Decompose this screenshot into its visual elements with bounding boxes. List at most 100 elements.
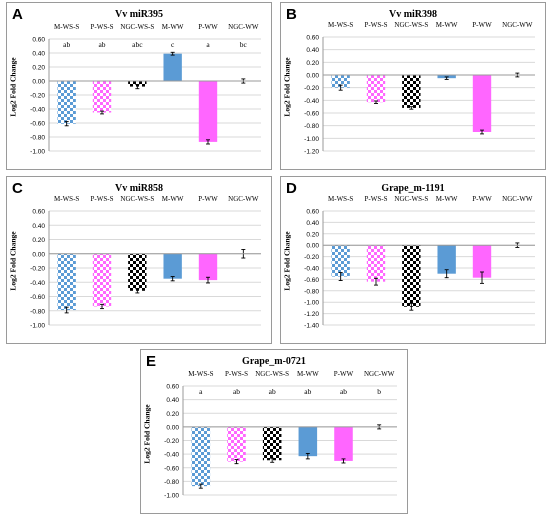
y-tick-label: 0.20 xyxy=(32,65,45,72)
y-tick-label: 0.60 xyxy=(306,209,319,216)
significance-letter: ab xyxy=(98,40,105,49)
bar-p-ws-s xyxy=(92,81,112,113)
y-tick-label: 0.40 xyxy=(32,223,45,230)
y-tick-label: -0.20 xyxy=(30,93,45,100)
bar-m-ww xyxy=(437,245,456,274)
category-label: P-WW xyxy=(472,195,492,203)
category-label: P-WW xyxy=(472,21,492,29)
category-label: NGC-WW xyxy=(228,195,259,203)
y-tick-label: -0.80 xyxy=(304,288,319,295)
y-tick-label: -0.60 xyxy=(304,111,319,118)
category-label: NGC-WS-S xyxy=(120,23,154,31)
panel-letter: D xyxy=(286,180,297,197)
bar-p-ws-s xyxy=(366,75,386,103)
y-tick-label: -0.60 xyxy=(30,121,45,128)
y-tick-label: -0.60 xyxy=(30,294,45,301)
category-label: NGC-WW xyxy=(502,195,533,203)
category-label: P-WS-S xyxy=(91,195,114,203)
y-tick-label: -0.40 xyxy=(304,98,319,105)
category-label: NGC-WS-S xyxy=(394,21,428,29)
y-tick-label: -0.40 xyxy=(304,266,319,273)
significance-letter: ab xyxy=(233,387,240,396)
chart-title: Grape_m-0721 xyxy=(242,356,306,367)
category-label: M-WW xyxy=(297,370,319,378)
y-tick-label: -1.00 xyxy=(304,300,319,307)
category-label: M-WW xyxy=(436,195,458,203)
category-label: M-WS-S xyxy=(328,195,353,203)
y-tick-label: 0.20 xyxy=(306,231,319,238)
panel-a: A Vv miR395 Log2 Fold Change 0.60 0.40 0.2… xyxy=(6,2,272,170)
panel-c: C Vv miR858 Log2 Fold Change 0.60 0.40 0.2… xyxy=(6,176,272,344)
panel-letter: E xyxy=(146,353,157,370)
bar-m-ww xyxy=(298,426,318,457)
category-label: M-WW xyxy=(162,195,184,203)
y-tick-label: -1.40 xyxy=(304,323,319,330)
y-tick-label: 0.60 xyxy=(32,209,45,216)
y-tick-label: -0.80 xyxy=(304,123,319,130)
significance-letter: b xyxy=(377,387,381,396)
y-tick-label: -0.40 xyxy=(30,107,45,114)
category-label: NGC-WW xyxy=(502,21,533,29)
bar-chart: 0.60 0.40 0.20 0.00 -0.20 -0.40 -0.60 -0.80 -1.0… xyxy=(164,370,397,500)
bar-ngc-ws-s xyxy=(128,81,147,87)
y-tick-label: 0.00 xyxy=(32,251,45,258)
category-label: P-WS-S xyxy=(91,23,114,31)
y-tick-label: 0.40 xyxy=(306,47,319,54)
y-tick-label: 0.00 xyxy=(32,79,45,86)
panel-d: D Grape_m-1191 Log2 Fold Change 0.60 0.40… xyxy=(280,176,546,344)
bar-m-ww xyxy=(163,53,182,81)
y-tick-label: -0.20 xyxy=(164,438,179,445)
category-label: NGC-WW xyxy=(364,370,395,378)
panel-letter: A xyxy=(12,6,23,23)
bar-p-ww xyxy=(334,426,353,461)
bar-m-ws-s xyxy=(191,426,211,487)
bar-chart: 0.60 0.40 0.20 0.00 -0.20 -0.40 -0.60 -0.80 -1.0… xyxy=(304,21,535,156)
bar-m-ws-s xyxy=(331,75,350,88)
category-label: NGC-WS-S xyxy=(255,370,289,378)
panel-e: E Grape_m-0721 Log2 Fold Change 0.60 0.40… xyxy=(140,349,408,514)
y-tick-label: -0.40 xyxy=(164,452,179,459)
bar-p-ws-s xyxy=(366,245,386,282)
bar-ngc-ws-s xyxy=(402,75,421,108)
y-tick-label: 0.40 xyxy=(166,397,179,404)
significance-letter: ab xyxy=(63,40,70,49)
y-tick-label: -1.00 xyxy=(30,323,45,330)
panel-letter: B xyxy=(286,6,297,23)
bar-m-ws-s xyxy=(57,81,76,124)
y-tick-label: -1.00 xyxy=(30,149,45,156)
y-tick-label: 0.40 xyxy=(32,51,45,58)
y-tick-label: -0.80 xyxy=(30,135,45,142)
significance-letter: ab xyxy=(269,387,276,396)
y-tick-label: -1.00 xyxy=(164,493,179,500)
significance-letter: ab xyxy=(340,387,347,396)
y-tick-label: -1.20 xyxy=(304,149,319,156)
bar-chart: 0.60 0.40 0.20 0.00 -0.20 -0.40 -0.60 -0.80 -1.0… xyxy=(30,23,261,156)
y-tick-label: 0.60 xyxy=(166,384,179,391)
category-label: M-WW xyxy=(162,23,184,31)
y-tick-label: 0.40 xyxy=(306,220,319,227)
y-tick-label: -0.60 xyxy=(304,277,319,284)
category-label: NGC-WW xyxy=(228,23,259,31)
bar-chart: 0.60 0.40 0.20 0.00 -0.20 -0.40 -0.60 -0.80 -1.0… xyxy=(30,195,261,330)
category-label: M-WS-S xyxy=(54,23,79,31)
y-tick-label: -1.00 xyxy=(304,136,319,143)
y-tick-label: 0.00 xyxy=(306,73,319,80)
y-tick-label: -0.60 xyxy=(164,465,179,472)
chart-title: Grape_m-1191 xyxy=(381,183,445,194)
y-tick-label: -0.40 xyxy=(30,280,45,287)
category-label: NGC-WS-S xyxy=(120,195,154,203)
y-tick-label: 0.20 xyxy=(166,411,179,418)
y-tick-label: 0.00 xyxy=(306,243,319,250)
category-label: P-WS-S xyxy=(365,195,388,203)
significance-letter: c xyxy=(171,40,175,49)
chart-title: Vv miR858 xyxy=(114,183,164,194)
y-tick-label: -0.80 xyxy=(164,479,179,486)
bar-ngc-ws-s xyxy=(128,253,147,291)
bar-p-ww xyxy=(472,75,492,132)
bar-m-ww xyxy=(163,253,182,279)
category-label: M-WW xyxy=(436,21,458,29)
bar-p-ww xyxy=(472,245,492,278)
category-label: NGC-WS-S xyxy=(394,195,428,203)
chart-title: Vv miR395 xyxy=(114,9,164,20)
category-label: M-WS-S xyxy=(54,195,79,203)
